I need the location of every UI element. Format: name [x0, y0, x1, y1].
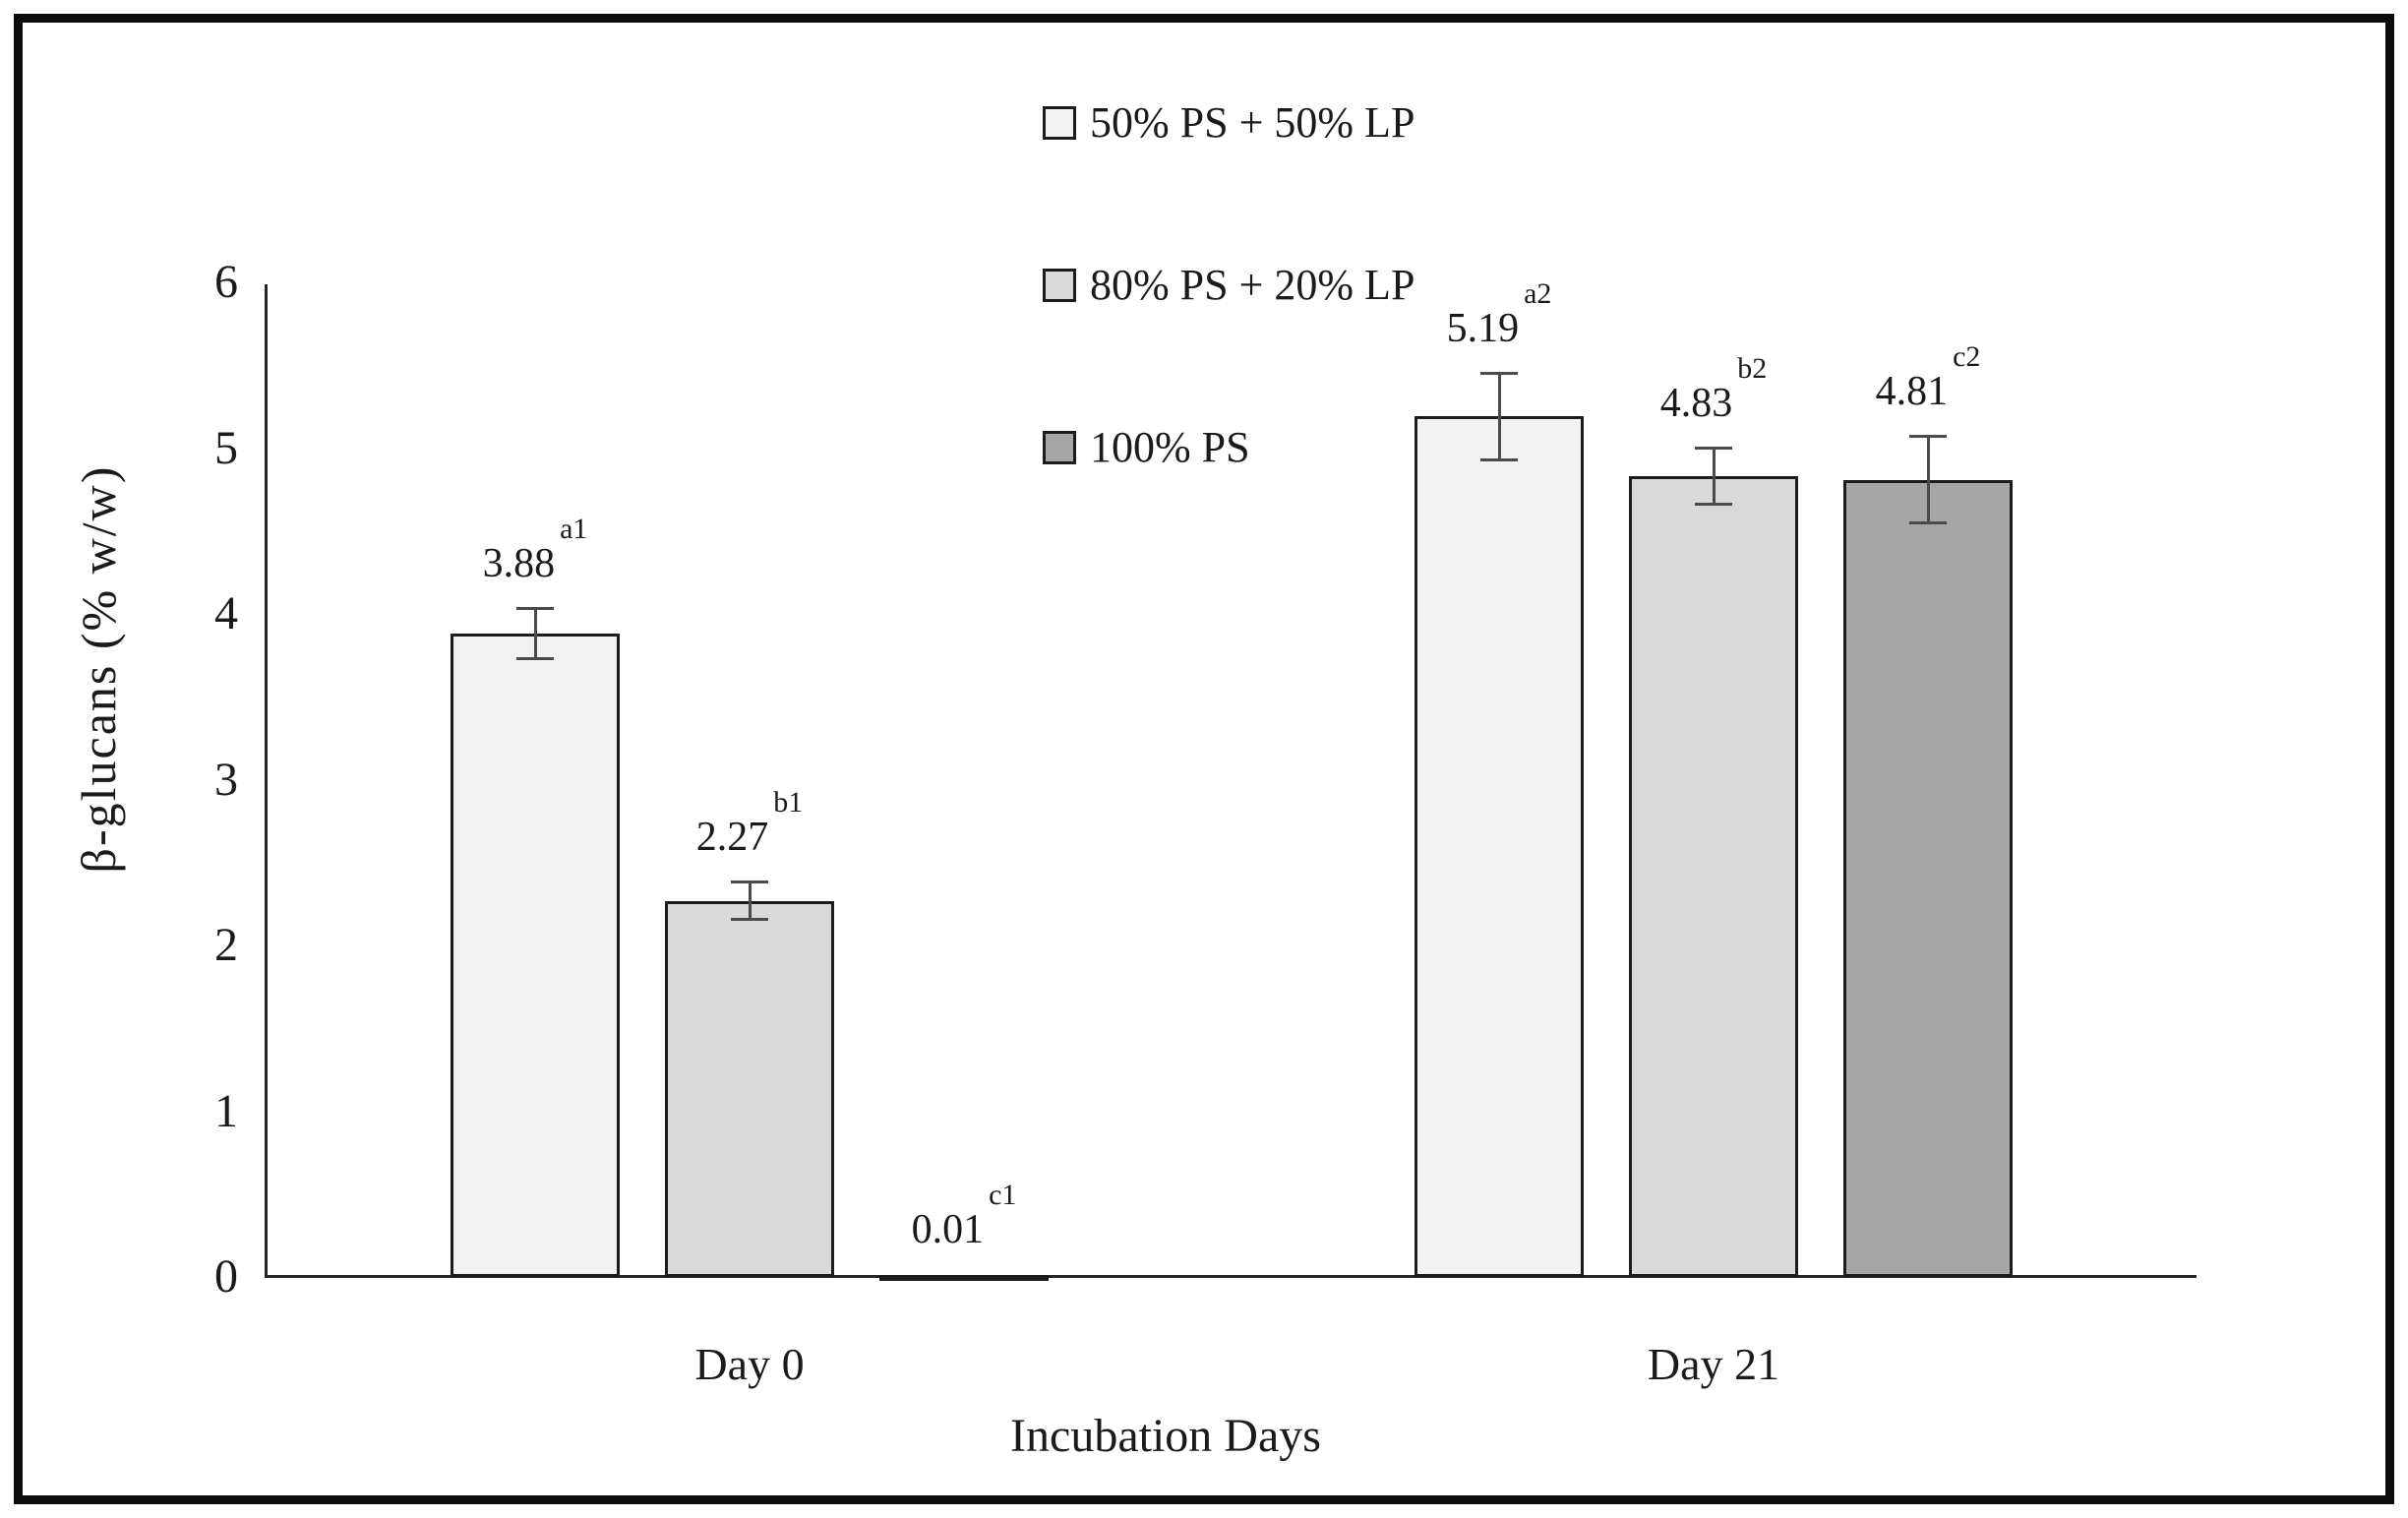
error-bar — [1497, 373, 1501, 460]
error-bar-cap — [516, 656, 554, 660]
bar-value: 2.27 — [695, 814, 769, 860]
legend-label: 50% PS + 50% LP — [1090, 98, 1415, 147]
significance-label: b2 — [1737, 351, 1768, 385]
legend-label: 80% PS + 20% LP — [1090, 261, 1415, 309]
category-label: Day 21 — [1647, 1339, 1780, 1389]
bar-value: 3.88 — [482, 540, 556, 586]
error-bar-cap — [1480, 372, 1518, 376]
bar-50-ps-50-lp-day-0 — [451, 634, 620, 1277]
y-tick-label: 6 — [214, 256, 238, 308]
x-axis-title: Incubation Days — [1010, 1410, 1321, 1462]
bar-value-label: 5.19a2 — [1446, 278, 1552, 352]
error-bar — [748, 881, 752, 920]
error-bar-cap — [1909, 520, 1947, 524]
significance-label: c1 — [989, 1179, 1017, 1211]
error-bar-cap — [1695, 503, 1732, 507]
error-bar — [1712, 448, 1716, 505]
legend-item-100ps: 100% PS — [1043, 423, 1250, 472]
significance-label: a1 — [560, 512, 588, 545]
legend-item-50ps-50lp: 50% PS + 50% LP — [1043, 98, 1415, 148]
bar-value: 4.81 — [1875, 368, 1949, 414]
y-tick-label: 5 — [214, 421, 238, 474]
error-bar-cap — [731, 917, 768, 921]
significance-label: a2 — [1524, 276, 1552, 310]
x-axis-line — [265, 1275, 2197, 1278]
bar-value-label: 4.81c2 — [1875, 341, 1981, 415]
legend-label: 100% PS — [1090, 423, 1250, 471]
y-tick-label: 3 — [214, 753, 238, 806]
category-label: Day 0 — [694, 1339, 805, 1389]
error-bar — [1926, 436, 1930, 523]
error-bar-cap — [1480, 457, 1518, 461]
error-bar-cap — [1909, 435, 1947, 439]
y-tick-label: 0 — [214, 1250, 238, 1303]
bar-value-label: 4.83b2 — [1659, 353, 1768, 427]
error-bar-cap — [516, 607, 554, 611]
significance-label: c2 — [1953, 339, 1981, 373]
bar-value: 5.19 — [1446, 305, 1520, 351]
bar-100-ps-day-0 — [879, 1275, 1049, 1281]
bar-50-ps-50-lp-day-21 — [1415, 416, 1584, 1277]
bar-value: 0.01 — [911, 1207, 985, 1252]
error-bar-cap — [731, 880, 768, 884]
legend-swatch-icon — [1043, 431, 1076, 464]
bar-value-label: 0.01c1 — [911, 1181, 1017, 1253]
legend-swatch-icon — [1043, 269, 1076, 302]
y-tick-label: 1 — [214, 1084, 238, 1137]
y-tick-label: 2 — [214, 919, 238, 971]
legend-swatch-icon — [1043, 106, 1076, 140]
significance-label: b1 — [773, 785, 804, 819]
y-axis-title: β-glucans (% w/w) — [71, 464, 126, 874]
bar-80-ps-20-lp-day-0 — [665, 900, 834, 1277]
bar-100-ps-day-21 — [1843, 479, 2013, 1277]
bar-value: 4.83 — [1659, 380, 1733, 426]
error-bar-cap — [1695, 447, 1732, 450]
legend-item-80ps-20lp: 80% PS + 20% LP — [1043, 261, 1415, 310]
y-axis-line — [265, 284, 268, 1278]
y-tick-label: 4 — [214, 587, 238, 639]
error-bar — [533, 608, 537, 659]
bar-80-ps-20-lp-day-21 — [1629, 476, 1798, 1277]
bar-value-label: 3.88a1 — [482, 514, 588, 587]
bar-value-label: 2.27b1 — [695, 787, 804, 861]
